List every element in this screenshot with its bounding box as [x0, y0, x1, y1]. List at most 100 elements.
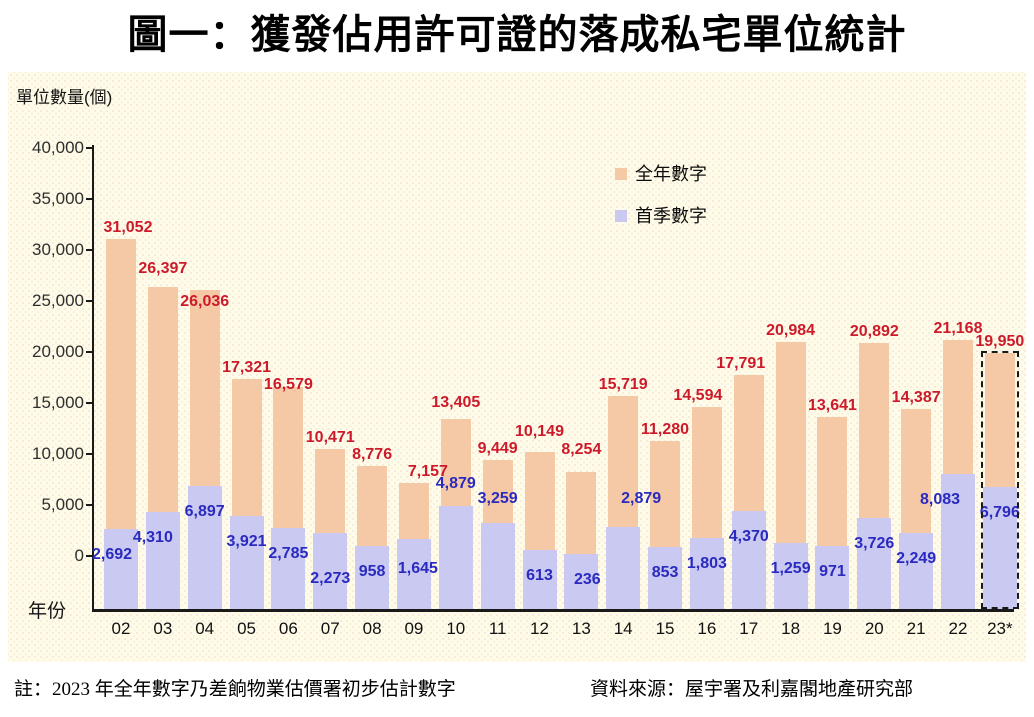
x-category-label-22: 22	[948, 619, 968, 638]
bar-first-quarter-04	[187, 485, 222, 609]
y-tick-label-20000: 20,000	[32, 342, 84, 361]
x-category-label-07: 07	[320, 619, 340, 638]
x-category-label-19: 19	[822, 619, 842, 638]
x-category-label-02: 02	[111, 619, 131, 638]
x-category-label-10: 10	[446, 619, 466, 638]
legend-label-first-quarter: 首季數字	[635, 206, 707, 226]
data-label-first-quarter-14: 2,879	[621, 489, 662, 507]
data-label-first-quarter-11: 3,259	[477, 489, 518, 507]
data-label-full-year-23*: 19,950	[975, 332, 1025, 350]
x-category-label-03: 03	[153, 619, 173, 638]
bar-first-quarter-09	[396, 539, 431, 609]
bar-first-quarter-17	[731, 511, 766, 609]
y-tick-mark-30000	[86, 249, 93, 251]
footnote-note: 註：2023 年全年數字乃差餉物業估價署初步估計數字	[14, 679, 456, 700]
data-label-full-year-11: 9,449	[477, 439, 518, 457]
x-axis-title: 年份	[28, 601, 67, 622]
y-tick-mark-5000	[86, 504, 93, 506]
data-label-first-quarter-02: 2,692	[91, 545, 133, 563]
y-tick-mark-40000	[86, 147, 93, 149]
x-category-label-11: 11	[488, 619, 507, 638]
data-label-full-year-20: 20,892	[849, 322, 899, 340]
data-label-first-quarter-13: 236	[573, 570, 601, 588]
bar-first-quarter-08	[355, 546, 390, 609]
data-label-full-year-08: 8,776	[352, 446, 393, 464]
bar-first-quarter-05	[229, 516, 264, 609]
y-tick-label-5000: 5,000	[41, 495, 84, 514]
x-category-label-09: 09	[404, 619, 424, 638]
data-label-full-year-02: 31,052	[103, 219, 153, 237]
y-tick-label-15000: 15,000	[32, 393, 84, 412]
data-label-full-year-19: 13,641	[807, 396, 857, 414]
y-tick-mark-10000	[86, 453, 93, 455]
bar-first-quarter-06	[271, 527, 306, 609]
y-tick-mark-20000	[86, 351, 93, 353]
y-axis-line	[92, 145, 94, 612]
data-label-first-quarter-06: 2,785	[268, 544, 309, 562]
y-axis-title: 單位數量(個)	[16, 88, 113, 107]
data-label-full-year-22: 21,168	[933, 320, 983, 338]
x-category-label-15: 15	[655, 619, 675, 638]
data-label-first-quarter-03: 4,310	[132, 529, 173, 547]
y-tick-mark-15000	[86, 402, 93, 404]
x-category-label-14: 14	[613, 619, 633, 638]
x-category-label-06: 06	[278, 619, 298, 638]
x-axis-line	[92, 609, 1014, 612]
data-label-first-quarter-15: 853	[651, 564, 679, 582]
x-category-label-08: 08	[362, 619, 382, 638]
data-label-full-year-15: 11,280	[641, 420, 690, 438]
bar-first-quarter-07	[313, 532, 348, 609]
data-label-full-year-21: 14,387	[891, 389, 941, 407]
data-label-full-year-17: 17,791	[716, 354, 766, 372]
y-tick-mark-35000	[86, 198, 93, 200]
bar-first-quarter-10	[438, 506, 473, 609]
y-tick-label-35000: 35,000	[32, 189, 84, 208]
x-category-label-18: 18	[781, 619, 801, 638]
data-label-first-quarter-18: 1,259	[770, 560, 811, 578]
data-label-full-year-03: 26,397	[138, 259, 188, 277]
data-label-full-year-13: 8,254	[561, 440, 602, 458]
bar-first-quarter-19	[815, 546, 850, 609]
bar-first-quarter-03	[145, 512, 180, 609]
x-category-label-21: 21	[906, 619, 926, 638]
y-tick-mark-0	[86, 555, 93, 557]
y-tick-label-25000: 25,000	[32, 291, 84, 310]
data-label-first-quarter-08: 958	[358, 563, 386, 581]
x-category-label-12: 12	[530, 619, 549, 638]
data-label-full-year-18: 20,984	[766, 321, 816, 339]
data-label-full-year-05: 17,321	[222, 359, 272, 377]
data-label-full-year-04: 26,036	[180, 293, 230, 311]
bar-first-quarter-11	[480, 522, 515, 609]
first-quarter-swatch-icon	[615, 210, 627, 222]
data-label-full-year-16: 14,594	[673, 387, 723, 405]
x-category-label-04: 04	[195, 619, 215, 638]
bar-first-quarter-18	[773, 543, 808, 609]
x-category-label-13: 13	[571, 619, 591, 638]
legend-label-full-year: 全年數字	[635, 164, 707, 184]
data-label-first-quarter-23*: 6,796	[979, 503, 1020, 521]
bar-first-quarter-15	[648, 547, 683, 609]
y-tick-label-0: 0	[74, 546, 84, 565]
x-category-label-17: 17	[739, 619, 759, 638]
data-label-full-year-14: 15,719	[598, 375, 648, 393]
y-tick-label-30000: 30,000	[32, 240, 84, 259]
data-label-first-quarter-22: 8,083	[919, 490, 961, 508]
data-label-full-year-12: 10,149	[515, 423, 564, 441]
bar-first-quarter-20	[857, 517, 892, 609]
data-label-first-quarter-07: 2,273	[310, 569, 351, 587]
data-label-first-quarter-12: 613	[526, 566, 553, 584]
data-label-full-year-10: 13,405	[431, 394, 481, 412]
y-tick-mark-25000	[86, 300, 93, 302]
chart-title: 圖一：獲發佔用許可證的落成私宅單位統計	[127, 12, 907, 58]
data-label-first-quarter-17: 4,370	[728, 528, 769, 546]
bar-first-quarter-23*	[982, 486, 1017, 609]
data-label-first-quarter-20: 3,726	[854, 534, 895, 552]
bar-first-quarter-12	[522, 549, 557, 609]
data-label-full-year-07: 10,471	[305, 429, 355, 447]
data-label-full-year-09: 7,157	[407, 462, 448, 480]
data-label-first-quarter-09: 1,645	[397, 560, 438, 578]
x-category-label-23*: 23*	[987, 619, 1013, 638]
estimated-bar-outline	[980, 350, 1019, 609]
footnote-source: 資料來源：屋宇署及利嘉閣地產研究部	[590, 679, 914, 700]
